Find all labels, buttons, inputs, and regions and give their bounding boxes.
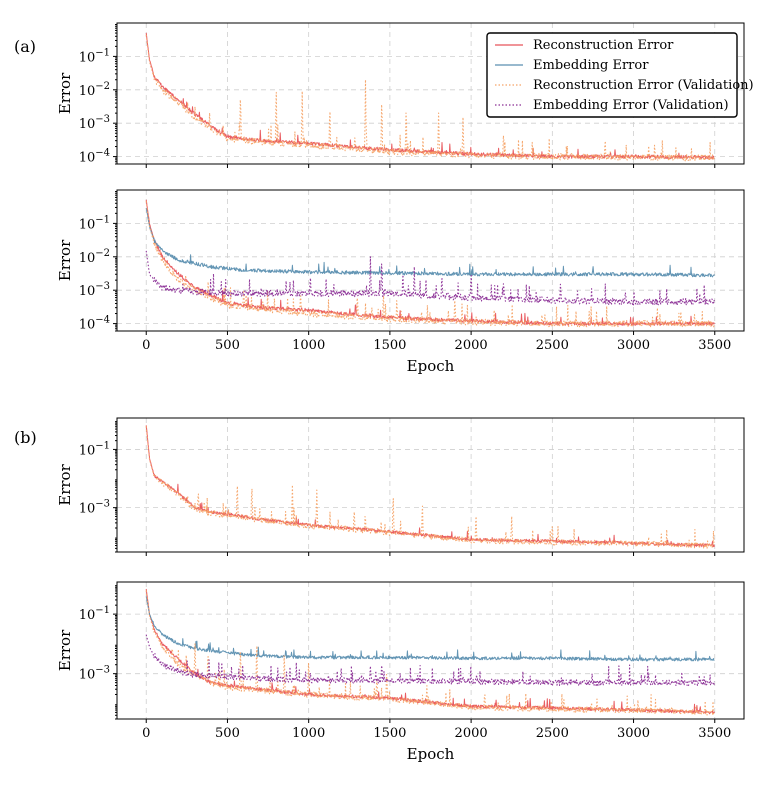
series-reconstruction-error-validation	[145, 590, 715, 716]
series-embedding-error	[145, 207, 715, 278]
series-embedding-error	[145, 596, 715, 662]
x-tick-label: 2500	[536, 338, 569, 353]
series-reconstruction-error-validation	[145, 34, 715, 162]
legend-label: Reconstruction Error (Validation)	[533, 78, 754, 93]
legend: Reconstruction Error Embedding Error Recon…	[486, 32, 754, 118]
x-axis-label: Epoch	[407, 745, 455, 763]
y-axis-label: Error	[56, 72, 74, 114]
x-tick-label: 3500	[698, 338, 731, 353]
series-reconstruction-error-validation	[145, 201, 715, 328]
legend-label: Embedding Error	[533, 58, 649, 73]
x-tick-label: 1000	[292, 726, 325, 741]
chart-a-bottom: 0 500 1000 1500 2000 2500 3000 3500 10−1 10−2 10−3…	[56, 189, 745, 375]
y-tick-label: 10−1	[79, 440, 110, 458]
x-tick-label: 1500	[373, 726, 406, 741]
series-reconstruction-error-validation	[145, 426, 715, 549]
chart-a-top: 10−1 10−2 10−3 10−4 Error Reconstruction Erro…	[56, 22, 754, 168]
series-embedding-error-validation	[145, 250, 715, 306]
y-tick-label: 10−1	[79, 214, 110, 232]
x-tick-label: 2000	[455, 338, 488, 353]
series-embedding-error-validation	[145, 634, 715, 687]
x-tick-label: 1500	[373, 338, 406, 353]
series-reconstruction-error	[145, 588, 715, 715]
legend-label: Embedding Error (Validation)	[533, 98, 729, 113]
x-tick-label: 2500	[536, 726, 569, 741]
y-axis-label: Error	[56, 463, 74, 505]
series-group	[145, 425, 715, 549]
y-tick-label: 10−1	[79, 605, 110, 623]
series-group	[145, 588, 715, 716]
x-tick-label: 500	[215, 726, 240, 741]
chart-b-bottom: 0 500 1000 1500 2000 2500 3000 3500 10−1 10−3 Erro…	[56, 581, 745, 763]
x-tick-label: 3500	[698, 726, 731, 741]
panel-label-b: (b)	[14, 428, 37, 447]
series-group	[145, 32, 715, 162]
series-group	[145, 199, 715, 328]
axes-frame	[116, 189, 745, 332]
x-tick-label: 3000	[617, 726, 650, 741]
panel-label-a: (a)	[14, 37, 36, 56]
y-tick-label: 10−2	[79, 81, 110, 99]
y-tick-label: 10−3	[79, 281, 110, 299]
x-tick-label: 0	[142, 338, 150, 353]
x-tick-label: 2000	[455, 726, 488, 741]
x-tick-label: 0	[142, 726, 150, 741]
y-tick-label: 10−3	[79, 665, 110, 683]
y-tick-label: 10−2	[79, 248, 110, 266]
x-tick-label: 500	[215, 338, 240, 353]
x-tick-label: 3000	[617, 338, 650, 353]
axes-frame	[116, 417, 745, 553]
legend-label: Reconstruction Error	[533, 38, 674, 53]
y-tick-label: 10−4	[79, 315, 110, 333]
series-reconstruction-error	[145, 425, 715, 548]
x-axis-label: Epoch	[407, 357, 455, 375]
y-tick-label: 10−3	[79, 114, 110, 132]
y-tick-label: 10−3	[79, 499, 110, 517]
x-tick-label: 1000	[292, 338, 325, 353]
legend-box	[486, 32, 738, 118]
y-tick-label: 10−4	[79, 148, 110, 166]
chart-b-top: 10−1 10−3 Error	[56, 417, 745, 556]
y-tick-label: 10−1	[79, 47, 110, 65]
y-axis-label: Error	[56, 629, 74, 671]
y-axis-label: Error	[56, 239, 74, 281]
